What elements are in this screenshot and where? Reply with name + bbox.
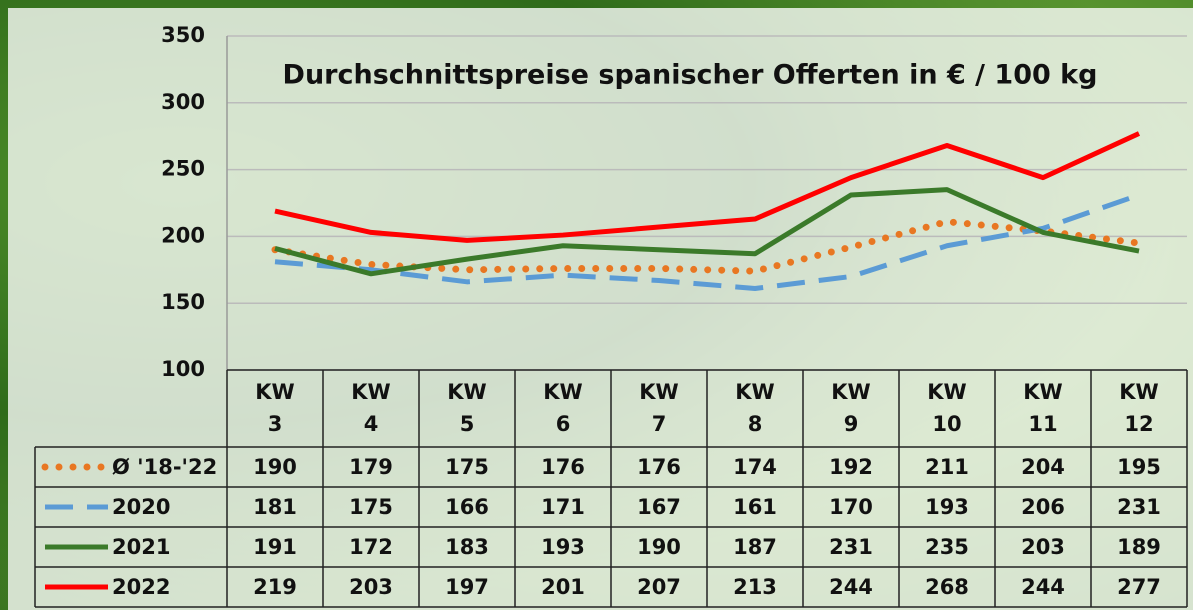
table-value: 193 <box>541 535 585 559</box>
x-tick-label-cell: KW 8 <box>707 372 803 444</box>
table-value: 193 <box>925 495 969 519</box>
table-value: 190 <box>253 455 297 479</box>
table-value: 170 <box>829 495 873 519</box>
x-tick-label-cell: KW 4 <box>323 372 419 444</box>
x-tick-label-cell: KW 3 <box>227 372 323 444</box>
table-value: 203 <box>1021 535 1065 559</box>
table-value: 211 <box>925 455 969 479</box>
table-value: 203 <box>349 575 393 599</box>
y-tick-label: 300 <box>161 90 205 114</box>
x-tick-label: KW 11 <box>1023 380 1063 436</box>
x-tick-label: KW 7 <box>639 380 679 436</box>
table-value: 213 <box>733 575 777 599</box>
table-value: 161 <box>733 495 777 519</box>
table-value: 181 <box>253 495 297 519</box>
table-value: 176 <box>637 455 681 479</box>
y-tick-label: 200 <box>161 223 205 247</box>
x-tick-label: KW 8 <box>735 380 775 436</box>
table-value: 179 <box>349 455 393 479</box>
series-line <box>274 131 1141 243</box>
x-tick-label-cell: KW 9 <box>803 372 899 444</box>
table-value: 244 <box>1021 575 1065 599</box>
table-value: 201 <box>541 575 585 599</box>
legend-label: 2021 <box>112 535 170 559</box>
series-line <box>274 192 1140 292</box>
table-value: 268 <box>925 575 969 599</box>
table-value: 187 <box>733 535 777 559</box>
legend-label: 2022 <box>112 575 170 599</box>
table-value: 172 <box>349 535 393 559</box>
x-tick-label-cell: KW 10 <box>899 372 995 444</box>
x-tick-label: KW 10 <box>927 380 967 436</box>
x-tick-label-cell: KW 11 <box>995 372 1091 444</box>
table-value: 231 <box>1117 495 1161 519</box>
y-tick-label: 350 <box>161 23 205 47</box>
x-tick-label: KW 6 <box>543 380 583 436</box>
x-tick-label: KW 9 <box>831 380 871 436</box>
table-value: 191 <box>253 535 297 559</box>
y-tick-label: 100 <box>161 357 205 381</box>
x-tick-label-cell: KW 7 <box>611 372 707 444</box>
table-value: 192 <box>829 455 873 479</box>
chart-title: Durchschnittspreise spanischer Offerten … <box>283 60 1098 91</box>
x-tick-label-cell: KW 12 <box>1091 372 1187 444</box>
series-line <box>274 187 1140 277</box>
x-tick-label: KW 12 <box>1119 380 1159 436</box>
y-tick-label: 250 <box>161 157 205 181</box>
x-tick-label-cell: KW 5 <box>419 372 515 444</box>
series-line <box>271 218 1143 275</box>
table-value: 167 <box>637 495 681 519</box>
x-tick-label-cell: KW 6 <box>515 372 611 444</box>
table-value: 277 <box>1117 575 1161 599</box>
table-value: 171 <box>541 495 585 519</box>
table-value: 183 <box>445 535 489 559</box>
table-value: 175 <box>445 455 489 479</box>
table-value: 197 <box>445 575 489 599</box>
table-value: 206 <box>1021 495 1065 519</box>
table-value: 189 <box>1117 535 1161 559</box>
table-value: 166 <box>445 495 489 519</box>
x-tick-label: KW 4 <box>351 380 391 436</box>
legend-label: 2020 <box>112 495 170 519</box>
table-value: 175 <box>349 495 393 519</box>
x-tick-label: KW 5 <box>447 380 487 436</box>
table-value: 204 <box>1021 455 1065 479</box>
table-value: 231 <box>829 535 873 559</box>
table-value: 219 <box>253 575 297 599</box>
table-value: 190 <box>637 535 681 559</box>
table-value: 176 <box>541 455 585 479</box>
x-tick-label: KW 3 <box>255 380 295 436</box>
table-value: 244 <box>829 575 873 599</box>
table-value: 195 <box>1117 455 1161 479</box>
legend-label: Ø '18-'22 <box>112 455 217 479</box>
y-tick-label: 150 <box>161 290 205 314</box>
table-value: 235 <box>925 535 969 559</box>
table-value: 174 <box>733 455 777 479</box>
table-value: 207 <box>637 575 681 599</box>
